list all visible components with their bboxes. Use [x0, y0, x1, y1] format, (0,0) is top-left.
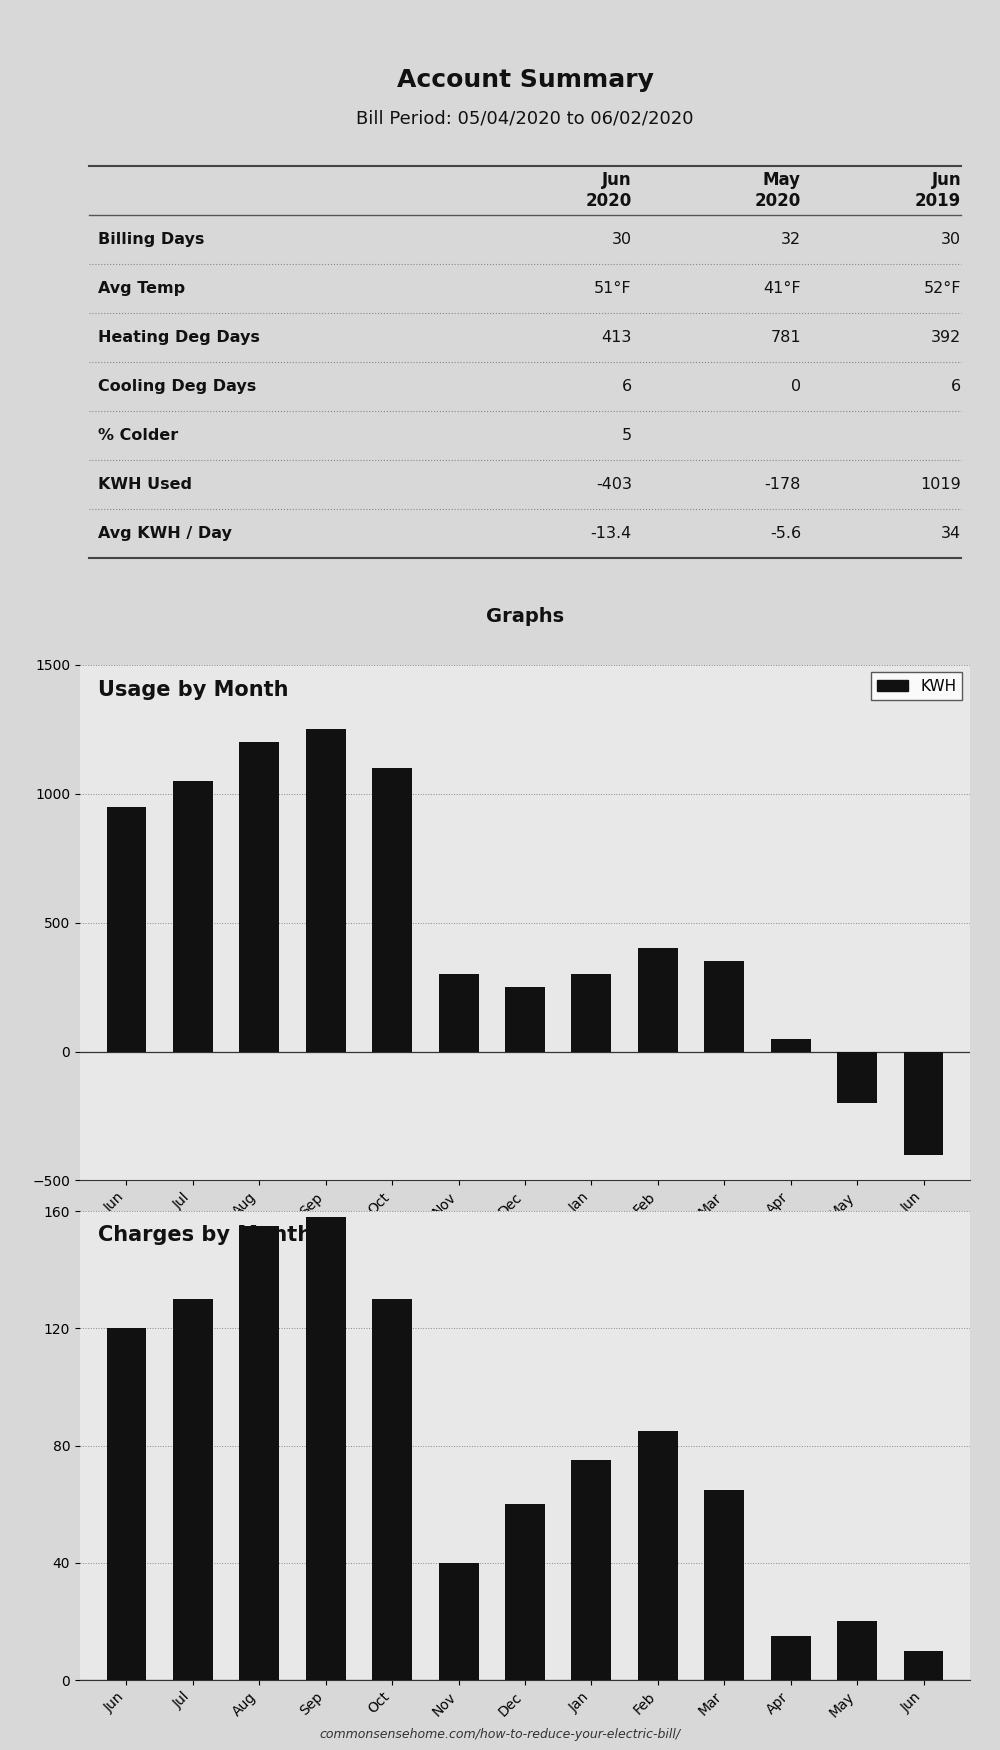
- Bar: [505, 1505, 545, 1680]
- Text: 5: 5: [622, 429, 632, 443]
- Text: Jun
2020: Jun 2020: [586, 172, 632, 210]
- Text: Cooling Deg Days: Cooling Deg Days: [98, 380, 256, 394]
- Bar: [107, 1328, 146, 1680]
- Bar: [837, 1052, 877, 1102]
- Text: 32: 32: [781, 233, 801, 247]
- Text: 413: 413: [601, 331, 632, 345]
- Text: 30: 30: [612, 233, 632, 247]
- Bar: [306, 1216, 346, 1680]
- Text: Account Summary: Account Summary: [397, 68, 653, 93]
- Text: Bill Period: 05/04/2020 to 06/02/2020: Bill Period: 05/04/2020 to 06/02/2020: [356, 108, 694, 128]
- Text: Graphs: Graphs: [486, 607, 564, 626]
- Text: Charges by Month: Charges by Month: [98, 1225, 312, 1246]
- Bar: [771, 1636, 811, 1680]
- Text: 41°F: 41°F: [763, 282, 801, 296]
- Text: Jun
2019: Jun 2019: [915, 172, 961, 210]
- Text: 34: 34: [941, 527, 961, 541]
- Bar: [239, 1225, 279, 1680]
- Text: Billing Days: Billing Days: [98, 233, 204, 247]
- Bar: [837, 1622, 877, 1680]
- Bar: [372, 1298, 412, 1680]
- Bar: [704, 1489, 744, 1680]
- Bar: [173, 1298, 213, 1680]
- Text: 392: 392: [931, 331, 961, 345]
- Text: -403: -403: [596, 478, 632, 492]
- Bar: [173, 780, 213, 1052]
- Bar: [439, 975, 479, 1052]
- Bar: [904, 1052, 943, 1155]
- Text: 52°F: 52°F: [924, 282, 961, 296]
- Bar: [771, 1040, 811, 1052]
- Text: Avg KWH / Day: Avg KWH / Day: [98, 527, 232, 541]
- Bar: [306, 730, 346, 1052]
- Text: 6: 6: [951, 380, 961, 394]
- Text: Avg Temp: Avg Temp: [98, 282, 185, 296]
- Bar: [107, 807, 146, 1052]
- Text: Usage by Month: Usage by Month: [98, 681, 288, 700]
- Legend: KWH: KWH: [871, 672, 962, 700]
- Bar: [904, 1650, 943, 1680]
- Text: May
2020: May 2020: [755, 172, 801, 210]
- Text: 51°F: 51°F: [594, 282, 632, 296]
- Bar: [439, 1563, 479, 1680]
- Text: 6: 6: [622, 380, 632, 394]
- Bar: [505, 987, 545, 1052]
- Text: commonsensehome.com/how-to-reduce-your-electric-bill/: commonsensehome.com/how-to-reduce-your-e…: [319, 1729, 681, 1741]
- Text: KWH Used: KWH Used: [98, 478, 192, 492]
- Bar: [704, 961, 744, 1052]
- Bar: [638, 1432, 678, 1680]
- Bar: [571, 1460, 611, 1680]
- Text: 0: 0: [791, 380, 801, 394]
- Bar: [239, 742, 279, 1052]
- Text: Heating Deg Days: Heating Deg Days: [98, 331, 260, 345]
- Bar: [571, 975, 611, 1052]
- Text: -13.4: -13.4: [591, 527, 632, 541]
- Bar: [372, 768, 412, 1052]
- Text: -178: -178: [765, 478, 801, 492]
- Bar: [638, 949, 678, 1052]
- Text: 1019: 1019: [920, 478, 961, 492]
- Text: 781: 781: [770, 331, 801, 345]
- Text: 30: 30: [941, 233, 961, 247]
- Text: % Colder: % Colder: [98, 429, 178, 443]
- Text: -5.6: -5.6: [770, 527, 801, 541]
